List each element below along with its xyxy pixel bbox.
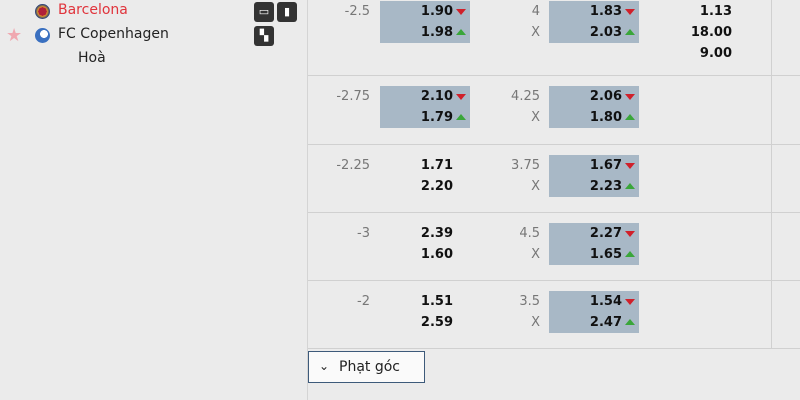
over-under-odds[interactable]: 1.67 2.23 bbox=[549, 155, 639, 197]
handicap-odds[interactable]: 2.39 1.60 bbox=[380, 223, 470, 265]
stats-icon[interactable]: ▮ bbox=[277, 2, 297, 22]
over-under-line: 4 bbox=[531, 4, 540, 19]
under-odd[interactable]: 2.47 bbox=[589, 315, 622, 330]
odds-up-icon bbox=[625, 114, 635, 120]
draw-label: Hoà bbox=[78, 50, 106, 66]
over-under-line: 3.5 bbox=[519, 294, 540, 309]
odds-up-icon bbox=[456, 29, 466, 35]
match-panel: Barcelona ★ FC Copenhagen Hoà ▭ ▮ ▚ bbox=[0, 0, 308, 400]
corner-button-label: Phạt góc bbox=[339, 359, 400, 375]
chevron-down-icon: ⌄ bbox=[319, 359, 330, 373]
under-odd[interactable]: 1.80 bbox=[589, 110, 622, 125]
over-odd[interactable]: 1.67 bbox=[589, 158, 622, 173]
odds-up-icon bbox=[625, 319, 635, 325]
odds-down-icon bbox=[625, 163, 635, 169]
1x2-odd[interactable]: 9.00 bbox=[699, 46, 732, 61]
handicap-away-odd[interactable]: 2.20 bbox=[420, 179, 453, 194]
handicap-away-odd[interactable]: 1.79 bbox=[420, 110, 453, 125]
over-under-x: X bbox=[531, 25, 540, 40]
over-under-odds[interactable]: 2.27 1.65 bbox=[549, 223, 639, 265]
handicap-away-odd[interactable]: 2.59 bbox=[420, 315, 453, 330]
over-under-line: 4.5 bbox=[519, 226, 540, 241]
under-odd[interactable]: 2.03 bbox=[589, 25, 622, 40]
over-under-x: X bbox=[531, 315, 540, 330]
over-odd[interactable]: 1.54 bbox=[589, 294, 622, 309]
1x2-odd[interactable]: 1.13 bbox=[699, 4, 732, 19]
over-under-line: 4.25 bbox=[511, 89, 540, 104]
odds-up-icon bbox=[625, 183, 635, 189]
star-icon[interactable]: ★ bbox=[6, 25, 23, 46]
handicap-away-odd[interactable]: 1.60 bbox=[420, 247, 453, 262]
over-odd[interactable]: 2.06 bbox=[589, 89, 622, 104]
handicap-line: -2.25 bbox=[336, 158, 370, 173]
corner-kicks-toggle-button[interactable]: ⌄ Phạt góc bbox=[308, 351, 425, 383]
odds-table: -2.5 1.90 1.98 4 X 1.83 2.03 1.13 18.00 9.… bbox=[308, 0, 800, 349]
odds-up-icon bbox=[456, 114, 466, 120]
odds-down-icon bbox=[625, 299, 635, 305]
handicap-away-odd[interactable]: 1.98 bbox=[420, 25, 453, 40]
odds-down-icon bbox=[625, 94, 635, 100]
handicap-odds[interactable]: 1.51 2.59 bbox=[380, 291, 470, 333]
over-under-odds[interactable]: 1.83 2.03 bbox=[549, 1, 639, 43]
odds-row: -2.75 2.10 1.79 4.25 X 2.06 1.80 bbox=[308, 75, 800, 145]
under-odd[interactable]: 1.65 bbox=[589, 247, 622, 262]
handicap-home-odd[interactable]: 1.51 bbox=[420, 294, 453, 309]
odds-down-icon bbox=[625, 231, 635, 237]
odds-down-icon bbox=[456, 94, 466, 100]
1x2-odd[interactable]: 18.00 bbox=[690, 25, 732, 40]
odds-up-icon bbox=[625, 251, 635, 257]
handicap-home-odd[interactable]: 1.71 bbox=[420, 158, 453, 173]
over-under-x: X bbox=[531, 110, 540, 125]
handicap-home-odd[interactable]: 1.90 bbox=[420, 4, 453, 19]
odds-row: -2.25 1.71 2.20 3.75 X 1.67 2.23 bbox=[308, 144, 800, 213]
handicap-home-odd[interactable]: 2.39 bbox=[420, 226, 453, 241]
handicap-home-odd[interactable]: 2.10 bbox=[420, 89, 453, 104]
handicap-line: -2 bbox=[357, 294, 370, 309]
home-team[interactable]: Barcelona bbox=[58, 2, 128, 18]
over-odd[interactable]: 1.83 bbox=[589, 4, 622, 19]
over-under-line: 3.75 bbox=[511, 158, 540, 173]
handicap-line: -3 bbox=[357, 226, 370, 241]
handicap-odds[interactable]: 1.90 1.98 bbox=[380, 1, 470, 43]
odds-up-icon bbox=[625, 29, 635, 35]
odds-row: -2 1.51 2.59 3.5 X 1.54 2.47 bbox=[308, 280, 800, 349]
over-under-x: X bbox=[531, 179, 540, 194]
handicap-line: -2.5 bbox=[344, 4, 370, 19]
handicap-line: -2.75 bbox=[336, 89, 370, 104]
under-odd[interactable]: 2.23 bbox=[589, 179, 622, 194]
copenhagen-crest-icon bbox=[35, 28, 50, 43]
over-under-odds[interactable]: 1.54 2.47 bbox=[549, 291, 639, 333]
odds-row: -2.5 1.90 1.98 4 X 1.83 2.03 1.13 18.00 9.… bbox=[308, 0, 800, 76]
lineup-icon[interactable]: ▚ bbox=[254, 26, 274, 46]
column-divider bbox=[771, 0, 772, 348]
odds-row: -3 2.39 1.60 4.5 X 2.27 1.65 bbox=[308, 212, 800, 281]
tv-icon[interactable]: ▭ bbox=[254, 2, 274, 22]
handicap-odds[interactable]: 2.10 1.79 bbox=[380, 86, 470, 128]
over-under-x: X bbox=[531, 247, 540, 262]
odds-down-icon bbox=[625, 9, 635, 15]
over-odd[interactable]: 2.27 bbox=[589, 226, 622, 241]
barcelona-crest-icon bbox=[35, 4, 50, 19]
odds-down-icon bbox=[456, 9, 466, 15]
away-team[interactable]: FC Copenhagen bbox=[58, 26, 169, 42]
over-under-odds[interactable]: 2.06 1.80 bbox=[549, 86, 639, 128]
handicap-odds[interactable]: 1.71 2.20 bbox=[380, 155, 470, 197]
